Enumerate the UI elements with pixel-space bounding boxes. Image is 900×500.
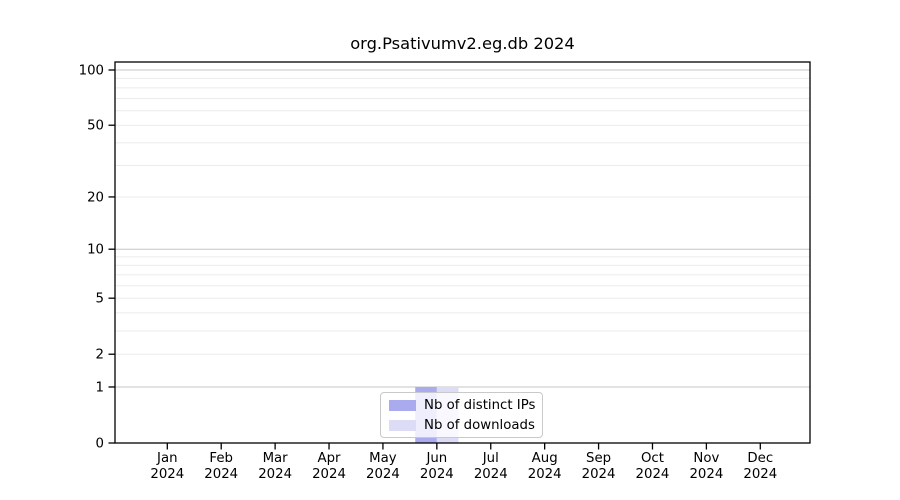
x-tick-label-year: 2024 — [636, 467, 670, 482]
x-tick-label-year: 2024 — [204, 467, 238, 482]
x-tick-label-month: Jan — [156, 451, 178, 466]
x-tick-label-month: Oct — [641, 451, 664, 466]
x-tick-label-year: 2024 — [312, 467, 346, 482]
x-tick-label-month: Mar — [263, 451, 289, 466]
legend-label-downloads: Nb of downloads — [424, 417, 535, 433]
x-tick-label-month: Sep — [586, 451, 611, 466]
x-tick-label-year: 2024 — [420, 467, 454, 482]
x-tick-label-year: 2024 — [366, 467, 400, 482]
y-tick-label: 10 — [87, 243, 104, 258]
x-tick-label-month: May — [369, 451, 397, 466]
x-tick-label-month: Apr — [318, 451, 342, 466]
x-tick-label-month: Jun — [425, 451, 447, 466]
x-tick-label-year: 2024 — [528, 467, 562, 482]
legend-swatch-distinct-ips-icon — [389, 399, 416, 411]
legend: Nb of distinct IPs Nb of downloads — [380, 392, 543, 438]
x-tick-label-year: 2024 — [474, 467, 508, 482]
x-tick-label-year: 2024 — [150, 467, 184, 482]
y-tick-label: 100 — [79, 64, 104, 79]
y-tick-label: 2 — [96, 348, 104, 363]
y-tick-label: 5 — [96, 292, 104, 307]
y-tick-label: 50 — [87, 119, 104, 134]
x-tick-label-month: Feb — [209, 451, 233, 466]
x-tick-label-month: Jul — [482, 451, 499, 466]
plot-border — [114, 61, 811, 444]
legend-label-distinct-ips: Nb of distinct IPs — [424, 397, 536, 413]
legend-row-distinct-ips: Nb of distinct IPs — [389, 395, 536, 415]
x-tick-label-month: Nov — [693, 451, 719, 466]
legend-swatch-downloads-icon — [389, 419, 416, 431]
x-tick-label-year: 2024 — [689, 467, 723, 482]
x-tick-label-year: 2024 — [258, 467, 292, 482]
y-tick-label: 1 — [96, 380, 104, 395]
legend-row-downloads: Nb of downloads — [389, 415, 536, 435]
x-tick-label-month: Aug — [532, 451, 558, 466]
y-tick-label: 0 — [96, 437, 104, 452]
x-tick-label-month: Dec — [747, 451, 773, 466]
x-tick-label-year: 2024 — [743, 467, 777, 482]
chart-title: org.Psativumv2.eg.db 2024 — [350, 34, 575, 53]
y-tick-label: 20 — [87, 190, 104, 205]
x-tick-label-year: 2024 — [582, 467, 616, 482]
